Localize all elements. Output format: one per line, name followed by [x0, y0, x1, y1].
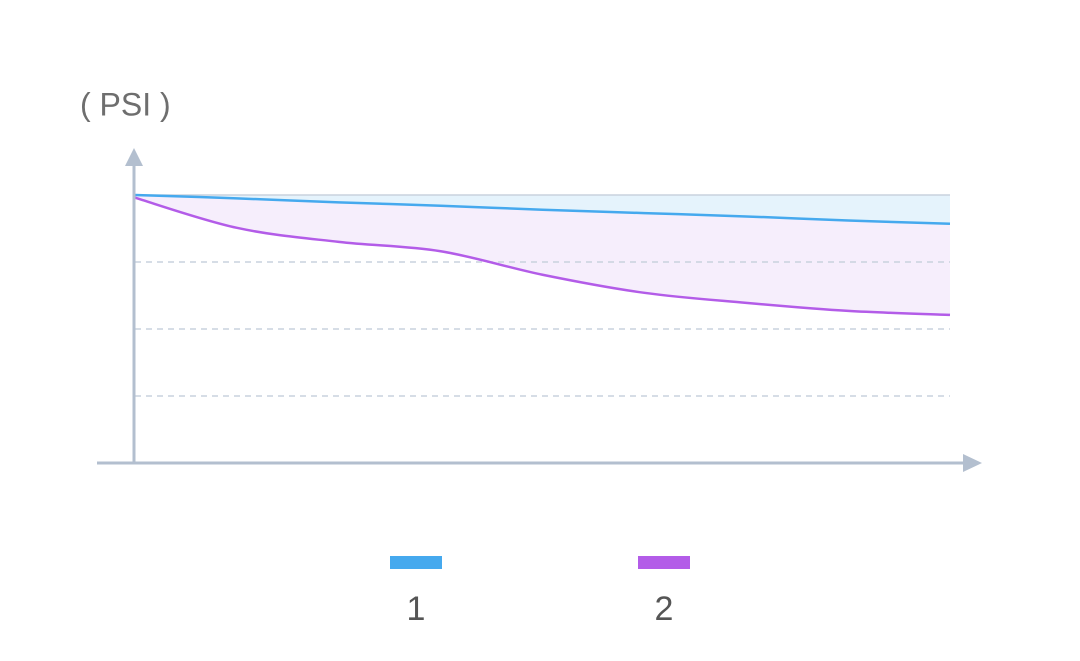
- y-axis-arrow: [125, 148, 143, 166]
- legend-swatch: [638, 556, 690, 569]
- series-line: [134, 193, 951, 226]
- y-axis-label: ( PSI ): [80, 86, 171, 122]
- x-axis-arrow: [963, 454, 982, 472]
- legend-swatch: [390, 556, 442, 569]
- series-line: [134, 196, 951, 317]
- legend-label: 1: [407, 590, 426, 628]
- series-area: [135, 195, 950, 315]
- legend-label: 2: [655, 590, 674, 628]
